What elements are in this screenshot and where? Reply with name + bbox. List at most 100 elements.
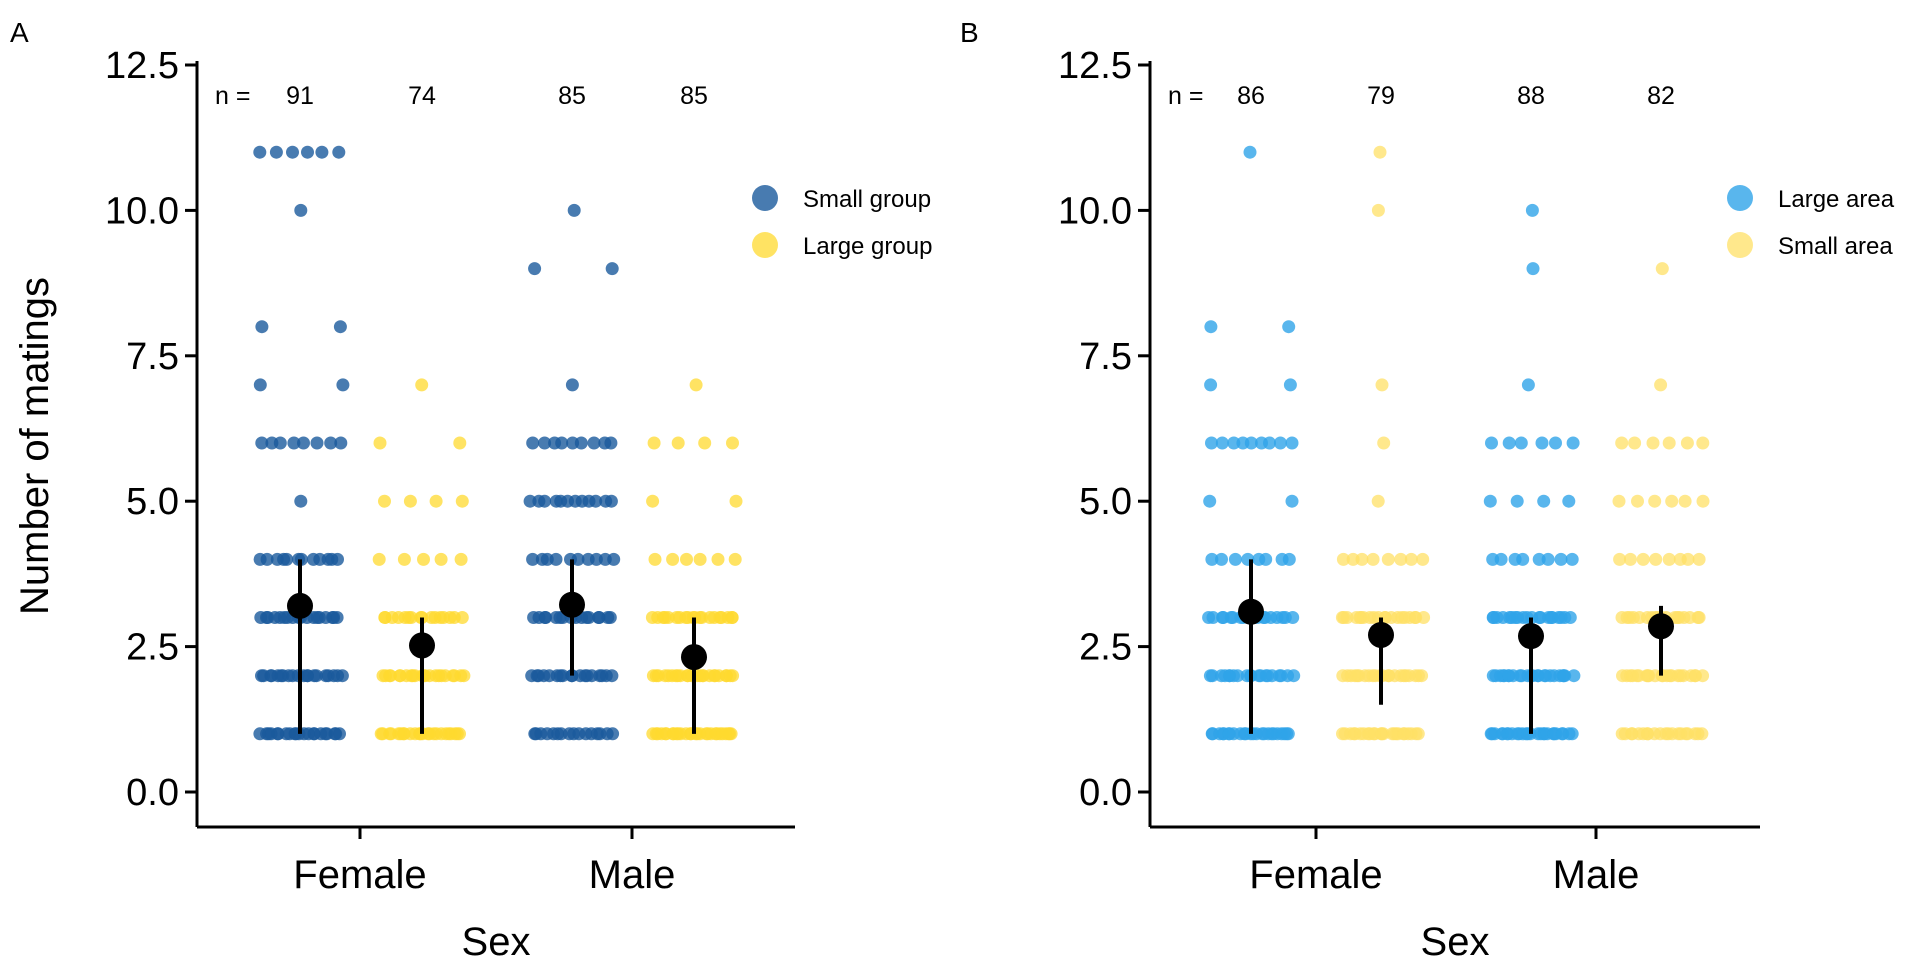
data-point bbox=[589, 494, 603, 508]
data-point bbox=[646, 494, 660, 508]
y-tick-label: 7.5 bbox=[1079, 336, 1132, 378]
data-point bbox=[1282, 320, 1296, 334]
data-point bbox=[666, 552, 680, 566]
data-point bbox=[1355, 552, 1369, 566]
data-point bbox=[526, 552, 540, 566]
data-point bbox=[1259, 552, 1273, 566]
data-point bbox=[255, 320, 269, 334]
data-point bbox=[415, 611, 429, 624]
data-point bbox=[457, 669, 471, 683]
data-point bbox=[1285, 494, 1299, 508]
data-point bbox=[1665, 494, 1679, 508]
data-point bbox=[1205, 552, 1219, 566]
data-point bbox=[603, 611, 617, 624]
y-tick-label: 0.0 bbox=[126, 772, 179, 814]
data-point bbox=[1286, 611, 1300, 624]
data-point bbox=[1377, 436, 1391, 450]
mean-point bbox=[1648, 613, 1674, 640]
data-point bbox=[1204, 320, 1218, 334]
data-point bbox=[334, 436, 348, 450]
y-tick-label: 5.0 bbox=[1079, 481, 1132, 523]
legend-label: Small group bbox=[803, 186, 931, 213]
y-axis-title: Number of matings bbox=[13, 277, 57, 615]
data-point bbox=[1613, 552, 1627, 566]
data-point bbox=[1654, 378, 1668, 392]
panel-b: B 0.0 2.5 5.0 7.5 10.0 12.5 Female Male Sex n = 86 8… bbox=[960, 17, 1895, 960]
data-point bbox=[1649, 552, 1663, 566]
data-point bbox=[725, 611, 739, 624]
data-point bbox=[604, 436, 618, 450]
data-point bbox=[335, 669, 349, 683]
data-point bbox=[1696, 669, 1710, 683]
data-point bbox=[1206, 669, 1219, 683]
data-point bbox=[1525, 203, 1539, 217]
legend-label: Large group bbox=[803, 233, 932, 260]
x-tick-label-female: Female bbox=[293, 853, 426, 897]
data-point bbox=[1662, 436, 1676, 450]
data-point bbox=[1336, 552, 1350, 566]
y-tick-label: 5.0 bbox=[126, 481, 179, 523]
data-point bbox=[567, 203, 581, 217]
data-point bbox=[726, 436, 739, 450]
data-point bbox=[1273, 436, 1287, 450]
data-point bbox=[549, 552, 563, 566]
data-point bbox=[556, 669, 570, 683]
data-point bbox=[1281, 727, 1295, 741]
data-point bbox=[269, 145, 283, 159]
y-tick-label: 10.0 bbox=[1058, 190, 1132, 232]
data-point bbox=[417, 552, 430, 566]
data-point bbox=[309, 669, 323, 683]
data-point bbox=[1483, 494, 1497, 508]
data-point bbox=[1526, 262, 1540, 276]
mean-point bbox=[559, 591, 585, 618]
data-point bbox=[1375, 378, 1389, 392]
data-point bbox=[1541, 552, 1555, 566]
data-point bbox=[1366, 552, 1380, 566]
data-point bbox=[1655, 262, 1669, 276]
data-point bbox=[1565, 727, 1579, 741]
data-point bbox=[253, 145, 267, 159]
data-point bbox=[1628, 436, 1642, 450]
n-count-label: 91 bbox=[286, 82, 314, 110]
data-point bbox=[604, 494, 618, 508]
data-point bbox=[1215, 552, 1228, 566]
data-point bbox=[698, 436, 712, 450]
data-point bbox=[1282, 552, 1296, 566]
y-tick-label: 0.0 bbox=[1079, 772, 1132, 814]
mean-point bbox=[1238, 598, 1264, 625]
data-point bbox=[693, 552, 707, 566]
data-point bbox=[1514, 436, 1528, 450]
y-tick-label: 12.5 bbox=[105, 45, 179, 87]
data-point bbox=[1631, 494, 1644, 508]
mean-point bbox=[1368, 621, 1394, 648]
data-point bbox=[1648, 494, 1662, 508]
data-point bbox=[397, 552, 411, 566]
data-point bbox=[455, 494, 469, 508]
data-point bbox=[453, 727, 466, 741]
mean-point bbox=[681, 644, 707, 671]
data-point bbox=[1558, 669, 1572, 683]
data-point bbox=[1203, 494, 1217, 508]
data-point bbox=[280, 552, 294, 566]
data-point bbox=[1404, 552, 1418, 566]
y-tick-label: 12.5 bbox=[1058, 45, 1132, 87]
data-point bbox=[1376, 727, 1390, 741]
data-point bbox=[538, 494, 552, 508]
data-point bbox=[1695, 727, 1709, 741]
data-point bbox=[605, 262, 619, 276]
data-point bbox=[607, 552, 621, 566]
data-point bbox=[1636, 552, 1650, 566]
data-point bbox=[1615, 436, 1629, 450]
n-count-label: 86 bbox=[1237, 82, 1265, 110]
data-point bbox=[1696, 436, 1710, 450]
data-point bbox=[1231, 669, 1245, 683]
data-point bbox=[1283, 378, 1297, 392]
data-point bbox=[453, 436, 467, 450]
data-point bbox=[253, 378, 267, 392]
panel-tag: A bbox=[10, 17, 29, 48]
data-point bbox=[1204, 378, 1218, 392]
data-point bbox=[528, 262, 542, 276]
legend-label: Large area bbox=[1778, 186, 1895, 213]
n-prefix: n = bbox=[215, 82, 250, 110]
data-point bbox=[1494, 552, 1508, 566]
